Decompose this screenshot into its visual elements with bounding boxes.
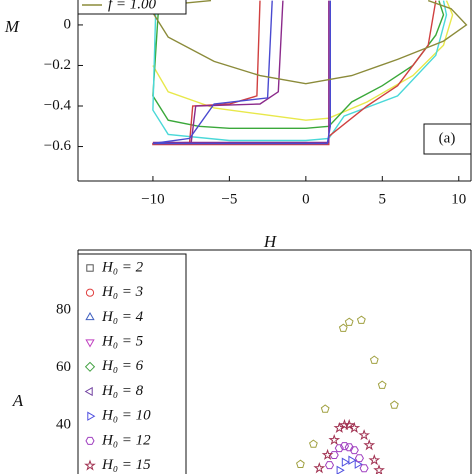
- legend-marker: [86, 264, 94, 272]
- marker: [369, 355, 379, 364]
- x-tick-label: 10: [451, 191, 466, 207]
- legend-marker: [87, 411, 96, 421]
- legend-marker: [84, 361, 96, 372]
- legend-marker: [84, 459, 96, 471]
- marker: [368, 454, 381, 466]
- loop-line: [152, 0, 454, 121]
- y-tick-label: 40: [56, 417, 71, 433]
- legend-label: H₀ = 5: [101, 334, 144, 350]
- marker: [356, 315, 366, 324]
- x-tick-label: −5: [221, 191, 237, 207]
- marker: [336, 465, 345, 474]
- legend-marker: [85, 311, 95, 321]
- marker: [373, 464, 385, 474]
- legend-box: [77, 0, 187, 15]
- legend-label: H₀ = 3: [101, 284, 143, 300]
- marker: [338, 323, 348, 332]
- legend-label: H₀ = 12: [101, 432, 151, 448]
- y-tick-label: 80: [56, 302, 71, 318]
- marker: [296, 459, 305, 468]
- marker: [349, 446, 359, 455]
- legend-marker: [85, 339, 95, 348]
- y-tick-label: −0.4: [44, 97, 72, 113]
- marker: [359, 464, 369, 473]
- legend-label: H₀ = 6: [101, 358, 144, 374]
- y-axis-label: M: [4, 17, 20, 36]
- marker: [321, 448, 334, 460]
- marker: [363, 438, 376, 451]
- marker: [313, 462, 326, 474]
- y-tick-label: −0.2: [44, 57, 71, 73]
- loop-line: [152, 0, 330, 144]
- marker: [329, 451, 339, 459]
- legend-box: [77, 253, 187, 474]
- marker: [390, 400, 399, 409]
- x-axis-label: H: [263, 232, 278, 251]
- x-tick-label: −10: [141, 191, 164, 207]
- y-axis-label: A: [12, 391, 24, 410]
- loop-line: [152, 0, 445, 129]
- marker: [320, 404, 330, 413]
- marker: [348, 455, 357, 465]
- marker: [324, 461, 335, 470]
- legend-label: H₀ = 15: [101, 457, 151, 473]
- loop-line: [152, 0, 331, 145]
- annotation-box: [423, 123, 472, 155]
- legend-label: H₀ = 10: [101, 408, 151, 424]
- marker: [344, 317, 354, 326]
- legend-label: H₀ = 8: [101, 383, 144, 399]
- legend-label: f = 1.00: [108, 0, 157, 12]
- marker: [309, 439, 318, 448]
- marker: [354, 454, 364, 463]
- legend-label: H₀ = 2: [101, 259, 144, 275]
- marker: [354, 459, 363, 469]
- marker: [341, 457, 350, 467]
- marker: [348, 421, 361, 433]
- legend-marker: [85, 436, 95, 445]
- marker: [343, 418, 355, 431]
- marker: [377, 380, 387, 389]
- marker: [358, 429, 371, 441]
- x-tick-label: 0: [302, 191, 310, 207]
- legend-label: H₀ = 4: [101, 309, 144, 325]
- y-tick-label: 60: [56, 359, 71, 375]
- legend-marker: [84, 386, 93, 397]
- annotation: (a): [439, 130, 456, 146]
- x-tick-label: 5: [379, 191, 387, 207]
- loop-line: [151, 0, 468, 85]
- loop-line: [152, 0, 437, 146]
- y-tick-label: 0: [64, 16, 72, 32]
- y-tick-label: −0.6: [44, 138, 72, 154]
- marker: [328, 433, 341, 446]
- legend-marker: [85, 288, 95, 297]
